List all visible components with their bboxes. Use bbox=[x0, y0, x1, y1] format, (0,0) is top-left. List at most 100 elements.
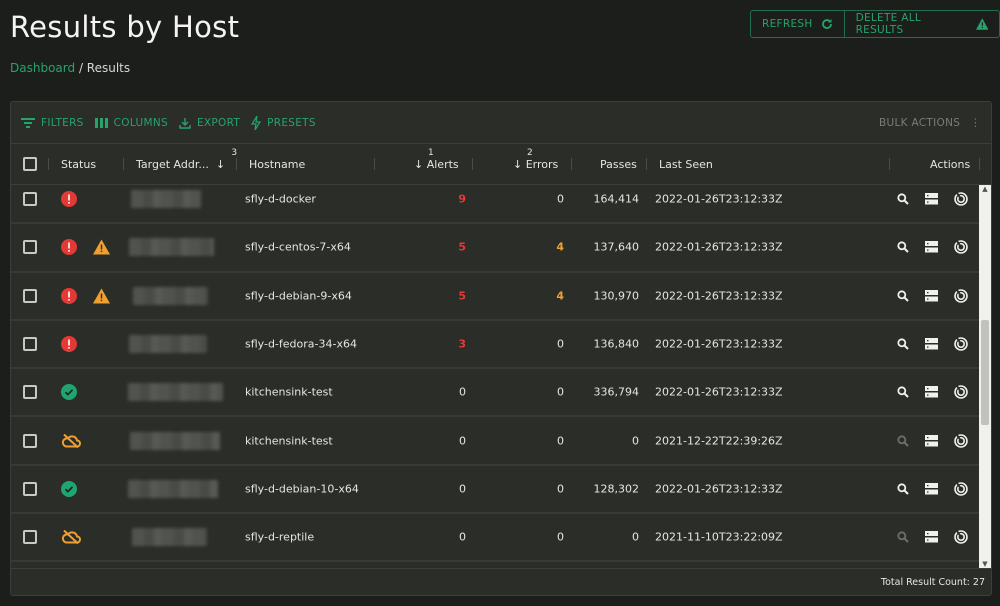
redacted-target-address bbox=[128, 479, 218, 498]
table-row[interactable]: sfly-d-docker 9 0 164,414 2022-01-26T23:… bbox=[11, 185, 979, 225]
passes-count: 130,970 bbox=[593, 289, 640, 303]
host-details-button[interactable] bbox=[925, 531, 938, 543]
scan-button[interactable] bbox=[954, 192, 968, 206]
redacted-target-address bbox=[131, 190, 201, 209]
last-seen: 2022-01-26T23:12:33Z bbox=[655, 385, 783, 399]
redacted-target-address bbox=[130, 431, 220, 450]
scrollbar[interactable]: ▲ ▼ bbox=[979, 185, 991, 568]
scan-button[interactable] bbox=[954, 530, 968, 545]
search-button[interactable] bbox=[897, 193, 909, 205]
alerts-count: 3 bbox=[458, 337, 466, 351]
column-alerts[interactable]: 1 ↓ Alerts bbox=[414, 148, 459, 171]
refresh-button[interactable]: REFRESH bbox=[751, 11, 844, 37]
search-button[interactable] bbox=[897, 241, 909, 254]
host-details-button[interactable] bbox=[925, 193, 938, 205]
status-warning bbox=[93, 288, 110, 304]
column-target-address[interactable]: Target Addr... ↓ 3 bbox=[136, 148, 238, 171]
search-button[interactable] bbox=[897, 338, 909, 350]
hostname: kitchensink-test bbox=[245, 434, 333, 448]
search-button[interactable] bbox=[897, 386, 909, 399]
sort-desc-icon: ↓ bbox=[212, 158, 226, 171]
scan-button[interactable] bbox=[954, 337, 968, 351]
passes-count: 0 bbox=[632, 530, 639, 544]
search-button[interactable] bbox=[897, 483, 909, 495]
table-row[interactable]: sfly-d-debian-9-x64 5 4 130,970 2022-01-… bbox=[11, 273, 979, 321]
redacted-target-address bbox=[132, 528, 207, 547]
table-row[interactable]: sfly-d-debian-10-x64 0 0 128,302 2022-01… bbox=[11, 466, 979, 515]
table-row[interactable]: sfly-d-centos-7-x64 5 4 137,640 2022-01-… bbox=[11, 224, 979, 273]
breadcrumb: Dashboard / Results bbox=[10, 61, 131, 75]
row-checkbox[interactable] bbox=[23, 240, 37, 255]
select-all-checkbox[interactable] bbox=[23, 157, 37, 171]
radar-icon bbox=[954, 433, 968, 448]
results-table-panel: FILTERS COLUMNS EXPORT PRESETS BULK ACTI… bbox=[10, 101, 992, 596]
filters-button[interactable]: FILTERS bbox=[21, 117, 84, 129]
status-ok bbox=[61, 384, 77, 401]
more-vert-icon: ⋮ bbox=[970, 116, 981, 129]
row-checkbox[interactable] bbox=[23, 385, 37, 400]
column-hostname[interactable]: Hostname bbox=[249, 158, 306, 171]
host-details-button[interactable] bbox=[925, 338, 938, 350]
scrollbar-thumb[interactable] bbox=[981, 320, 989, 425]
table-row[interactable]: sfly-d-fedora-34-x64 3 0 136,840 2022-01… bbox=[11, 321, 979, 370]
last-seen: 2022-01-26T23:12:33Z bbox=[655, 337, 783, 351]
column-last-seen[interactable]: Last Seen bbox=[659, 158, 713, 171]
alerts-count: 0 bbox=[459, 482, 466, 496]
hostname: sfly-d-reptile bbox=[245, 530, 315, 544]
check-circle-icon bbox=[61, 480, 77, 497]
last-seen: 2022-01-26T23:12:33Z bbox=[655, 240, 783, 254]
presets-button[interactable]: PRESETS bbox=[251, 115, 316, 130]
row-checkbox[interactable] bbox=[23, 530, 37, 545]
search-button[interactable] bbox=[897, 435, 909, 447]
server-icon bbox=[925, 531, 938, 543]
breadcrumb-results: Results bbox=[86, 61, 131, 75]
server-icon bbox=[925, 386, 938, 398]
row-checkbox[interactable] bbox=[23, 288, 37, 303]
column-errors[interactable]: 2 ↓ Errors bbox=[513, 148, 559, 171]
total-result-count: Total Result Count: 27 bbox=[11, 568, 991, 595]
error-icon bbox=[61, 336, 77, 353]
radar-icon bbox=[954, 530, 968, 545]
search-icon bbox=[897, 483, 909, 495]
columns-button[interactable]: COLUMNS bbox=[94, 117, 168, 129]
table-toolbar: FILTERS COLUMNS EXPORT PRESETS BULK ACTI… bbox=[11, 102, 991, 144]
delete-all-results-button[interactable]: DELETE ALL RESULTS bbox=[843, 11, 999, 37]
row-checkbox[interactable] bbox=[23, 433, 37, 448]
breadcrumb-dashboard[interactable]: Dashboard bbox=[10, 61, 76, 75]
redacted-target-address bbox=[133, 286, 208, 305]
table-row[interactable]: kitchensink-test 0 0 0 2021-12-22T22:39:… bbox=[11, 418, 979, 466]
last-seen: 2022-01-26T23:12:33Z bbox=[655, 482, 783, 496]
scan-button[interactable] bbox=[954, 240, 968, 255]
row-checkbox[interactable] bbox=[23, 192, 37, 207]
server-icon bbox=[925, 241, 938, 253]
check-circle-icon bbox=[61, 384, 77, 401]
host-details-button[interactable] bbox=[925, 434, 938, 447]
host-details-button[interactable] bbox=[925, 241, 938, 253]
search-icon bbox=[897, 386, 909, 399]
table-row[interactable]: kitchensink-test 0 0 336,794 2022-01-26T… bbox=[11, 369, 979, 418]
search-button[interactable] bbox=[897, 531, 909, 543]
errors-count: 0 bbox=[557, 192, 564, 206]
hostname: sfly-d-centos-7-x64 bbox=[245, 240, 351, 254]
host-details-button[interactable] bbox=[925, 482, 938, 495]
search-button[interactable] bbox=[897, 290, 909, 302]
hostname: sfly-d-fedora-34-x64 bbox=[245, 337, 357, 351]
scan-button[interactable] bbox=[954, 433, 968, 448]
scan-button[interactable] bbox=[954, 288, 968, 303]
host-details-button[interactable] bbox=[925, 289, 938, 302]
scan-button[interactable] bbox=[954, 385, 968, 400]
export-button[interactable]: EXPORT bbox=[179, 117, 240, 129]
row-checkbox[interactable] bbox=[23, 337, 37, 352]
search-icon bbox=[897, 435, 909, 447]
column-passes[interactable]: Passes bbox=[600, 158, 637, 171]
host-details-button[interactable] bbox=[925, 386, 938, 398]
bulk-actions-button[interactable]: BULK ACTIONS ⋮ bbox=[879, 116, 981, 129]
status-offline bbox=[61, 433, 81, 448]
column-status[interactable]: Status bbox=[61, 158, 97, 171]
scan-button[interactable] bbox=[954, 482, 968, 496]
radar-icon bbox=[954, 385, 968, 400]
cloud-off-icon bbox=[61, 530, 81, 545]
row-checkbox[interactable] bbox=[23, 481, 37, 496]
status-error bbox=[61, 336, 77, 353]
table-row[interactable]: sfly-d-reptile 0 0 0 2021-11-10T23:22:09… bbox=[11, 514, 979, 563]
